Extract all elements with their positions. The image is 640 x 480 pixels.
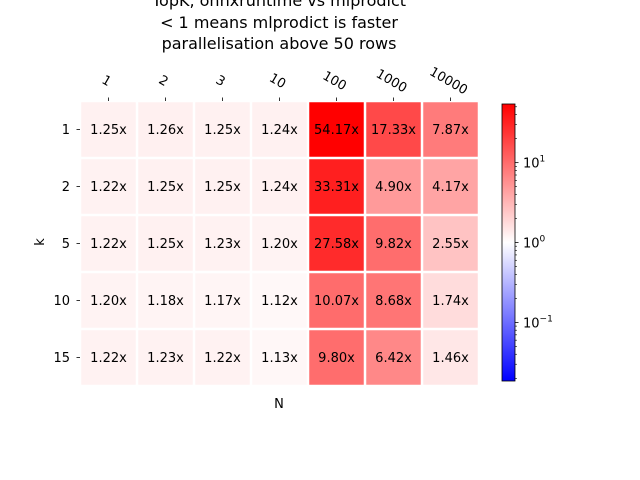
cell-value-label: 2.55x (432, 237, 469, 252)
cell-value-label: 1.25x (147, 237, 184, 252)
cell-value-label: 27.58x (314, 237, 359, 252)
cell-value-label: 6.42x (375, 351, 412, 366)
cell-value-label: 10.07x (314, 294, 359, 309)
y-tick-label: 5 (62, 237, 70, 252)
heatmap-cell (81, 330, 136, 385)
heatmap-cell (81, 102, 136, 157)
cell-value-label: 8.68x (375, 294, 412, 309)
heatmap-cell (138, 102, 193, 157)
y-tick-label: 10 (53, 294, 70, 309)
x-tick-label: 100 (320, 69, 349, 94)
cell-value-label: 1.25x (90, 123, 127, 138)
heatmap-cell (309, 216, 364, 271)
heatmap-cell (423, 159, 478, 214)
heatmap-cell (423, 273, 478, 328)
cell-value-label: 1.13x (261, 351, 298, 366)
cell-value-label: 1.23x (147, 351, 184, 366)
cell-value-label: 54.17x (314, 123, 359, 138)
colorbar-tick-label: 10−1 (523, 314, 553, 331)
heatmap-cell (138, 159, 193, 214)
heatmap-cell (138, 330, 193, 385)
heatmap-cell (195, 102, 250, 157)
heatmap-cell (252, 102, 307, 157)
title-line: parallelisation above 50 rows (162, 34, 397, 53)
heatmap-cell (195, 273, 250, 328)
x-tick-label: 2 (156, 73, 171, 90)
cell-value-label: 9.80x (318, 351, 355, 366)
y-axis-ticks: 1 2 5 10 15 (53, 123, 80, 366)
heatmap-cell (366, 102, 421, 157)
cell-value-label: 1.22x (204, 351, 241, 366)
colorbar-tick-label: 100 (523, 235, 546, 252)
heatmap-cell (366, 216, 421, 271)
heatmap-cell (252, 330, 307, 385)
x-axis-ticks: 1 2 3 10 100 1000 10000 (99, 65, 470, 101)
heatmap-cell (252, 273, 307, 328)
heatmap-cell (195, 159, 250, 214)
heatmap-cell (138, 273, 193, 328)
y-tick-label: 15 (53, 351, 70, 366)
heatmap-cell (423, 216, 478, 271)
cell-value-label: 1.18x (147, 294, 184, 309)
x-tick-label: 1 (99, 73, 114, 90)
x-tick-label: 10000 (427, 65, 470, 99)
cell-value-label: 1.26x (147, 123, 184, 138)
cell-value-label: 1.22x (90, 180, 127, 195)
chart-title: TopK, onnxruntime vs mlprodict < 1 means… (151, 0, 406, 53)
cell-value-label: 4.90x (375, 180, 412, 195)
heatmap-cell (366, 330, 421, 385)
heatmap-cell (309, 330, 364, 385)
heatmap-cell (81, 273, 136, 328)
heatmap-cell (423, 102, 478, 157)
cell-value-label: 33.31x (314, 180, 359, 195)
cell-value-label: 1.12x (261, 294, 298, 309)
heatmap-cell (309, 159, 364, 214)
title-line: TopK, onnxruntime vs mlprodict (151, 0, 406, 10)
heatmap-cell (252, 216, 307, 271)
title-line: < 1 means mlprodict is faster (160, 13, 398, 32)
heatmap-cell (423, 330, 478, 385)
y-tick-label: 2 (62, 180, 70, 195)
cell-value-label: 1.22x (90, 237, 127, 252)
cell-value-label: 1.23x (204, 237, 241, 252)
colorbar-tick-label: 101 (523, 155, 545, 172)
heatmap-cell (366, 159, 421, 214)
heatmap-cell-labels: 1.25x 1.26x 1.25x 1.24x 54.17x 17.33x 7.87x 1.2… (90, 123, 469, 366)
colorbar-ticks: 10−1 100 101 (515, 106, 553, 379)
colorbar: 10−1 100 101 (501, 103, 553, 382)
cell-value-label: 4.17x (432, 180, 469, 195)
heatmap-cell (81, 216, 136, 271)
cell-value-label: 1.22x (90, 351, 127, 366)
x-axis-label: N (274, 397, 284, 412)
cell-value-label: 1.20x (90, 294, 127, 309)
heatmap-cell (366, 273, 421, 328)
cell-value-label: 7.87x (432, 123, 469, 138)
cell-value-label: 1.25x (204, 180, 241, 195)
heatmap-cell (81, 159, 136, 214)
cell-value-label: 1.25x (147, 180, 184, 195)
heatmap-cell (138, 216, 193, 271)
heatmap-cell (309, 102, 364, 157)
heatmap-cell (252, 159, 307, 214)
y-tick-label: 1 (62, 123, 70, 138)
cell-value-label: 1.17x (204, 294, 241, 309)
heatmap-cell (309, 273, 364, 328)
cell-value-label: 1.24x (261, 180, 298, 195)
y-axis-label: k (33, 238, 48, 246)
cell-value-label: 1.24x (261, 123, 298, 138)
colorbar-gradient (501, 103, 516, 382)
heatmap-cell (195, 216, 250, 271)
x-tick-label: 10 (266, 71, 288, 92)
x-tick-label: 1000 (373, 67, 409, 97)
cell-value-label: 1.20x (261, 237, 298, 252)
heatmap-cell (195, 330, 250, 385)
x-tick-label: 3 (213, 73, 228, 90)
heatmap-cells (81, 102, 478, 385)
cell-value-label: 17.33x (371, 123, 416, 138)
cell-value-label: 1.25x (204, 123, 241, 138)
cell-value-label: 1.74x (432, 294, 469, 309)
cell-value-label: 1.46x (432, 351, 469, 366)
cell-value-label: 9.82x (375, 237, 412, 252)
